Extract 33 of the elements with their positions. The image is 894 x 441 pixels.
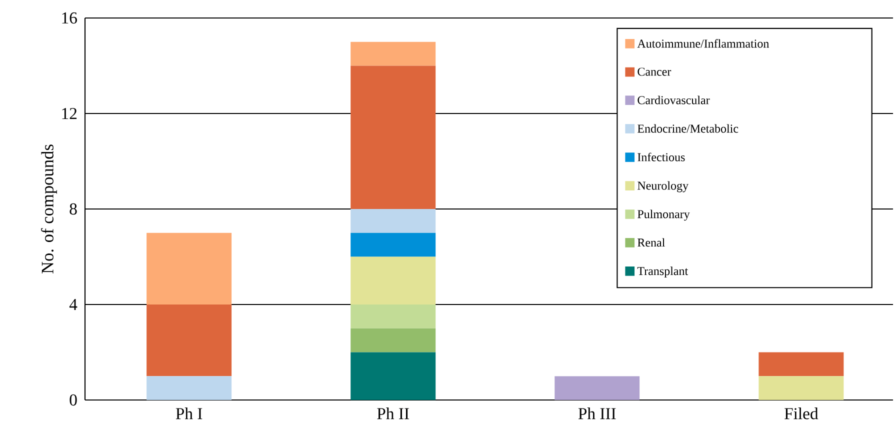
y-tick-label: 4 bbox=[69, 298, 78, 310]
bar bbox=[350, 42, 436, 66]
legend-label: Transplant bbox=[637, 266, 688, 278]
x-tick-label: Ph I bbox=[176, 408, 202, 420]
x-tick-label: Ph II bbox=[377, 408, 409, 420]
legend-label: Neurology bbox=[638, 181, 688, 192]
legend-label: Autoimmune/Inflammation bbox=[637, 39, 770, 48]
bar bbox=[146, 304, 232, 376]
bar bbox=[146, 232, 232, 304]
bar bbox=[350, 304, 436, 328]
bar bbox=[350, 66, 436, 209]
legend-label: Renal bbox=[638, 238, 665, 247]
y-tick-label: 16 bbox=[62, 12, 77, 24]
bar bbox=[758, 352, 844, 376]
y-tick-label: 12 bbox=[62, 108, 77, 120]
legend-label: Cancer bbox=[638, 68, 672, 76]
bar bbox=[146, 376, 232, 400]
bar bbox=[350, 232, 436, 257]
bar bbox=[758, 376, 844, 400]
y-axis-title: No. of compounds bbox=[41, 144, 57, 274]
bar bbox=[350, 208, 436, 233]
y-tick-label: 0 bbox=[70, 394, 77, 406]
legend-label: Cardiovascular bbox=[638, 96, 710, 104]
bar bbox=[350, 328, 436, 352]
bar bbox=[350, 256, 436, 304]
x-tick-label: Filed bbox=[784, 408, 818, 420]
bar bbox=[554, 376, 640, 400]
legend-label: Infectious bbox=[638, 152, 685, 162]
legend-label: Pulmonary bbox=[638, 210, 690, 221]
x-tick-label: Ph III bbox=[578, 408, 616, 420]
legend-label: Endocrine/Metabolic bbox=[638, 124, 738, 133]
bar bbox=[350, 352, 436, 400]
y-tick-label: 8 bbox=[70, 203, 77, 215]
